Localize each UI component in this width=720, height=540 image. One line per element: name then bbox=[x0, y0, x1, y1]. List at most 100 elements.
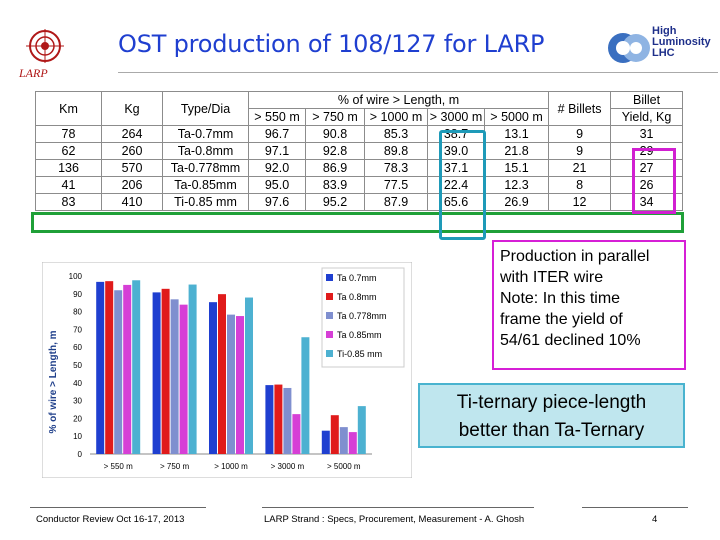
header-wire-length: % of wire > Length, m bbox=[247, 91, 550, 109]
cell-type: Ti-0.85 mm bbox=[162, 193, 249, 211]
cell-type: Ta-0.778mm bbox=[162, 159, 249, 177]
legend-label: Ta 0.8mm bbox=[337, 292, 377, 302]
cell-billets: 9 bbox=[548, 125, 612, 143]
cell-kg: 410 bbox=[101, 193, 163, 211]
bar bbox=[218, 294, 226, 454]
ti-row-highlight bbox=[31, 212, 684, 233]
x-tick-label: > 5000 m bbox=[327, 462, 361, 471]
bar bbox=[114, 290, 123, 454]
cell-yield: 31 bbox=[610, 125, 684, 143]
bar bbox=[245, 297, 253, 454]
bar bbox=[265, 385, 274, 454]
title-divider bbox=[118, 72, 718, 73]
bar bbox=[96, 281, 105, 454]
x-tick-label: > 1000 m bbox=[214, 462, 248, 471]
cell-750: 95.2 bbox=[305, 193, 365, 211]
bar bbox=[227, 314, 235, 454]
table-row: 41 206 Ta-0.85mm 95.0 83.9 77.5 22.4 12.… bbox=[35, 176, 684, 194]
legend-label: Ta 0.778mm bbox=[337, 311, 387, 321]
cell-billets: 21 bbox=[548, 159, 612, 177]
y-tick-label: 20 bbox=[73, 414, 82, 423]
bar bbox=[152, 292, 161, 454]
cell-kg: 206 bbox=[101, 176, 163, 194]
bar bbox=[339, 427, 348, 454]
note-line: Production in parallel bbox=[500, 248, 650, 265]
bar bbox=[301, 337, 310, 454]
hl-lhc-logo-text: High Luminosity LHC bbox=[652, 25, 711, 59]
cell-1000: 78.3 bbox=[364, 159, 428, 177]
legend-box bbox=[321, 267, 405, 368]
legend-label: Ta 0.7mm bbox=[337, 273, 377, 283]
header-kg: Kg bbox=[101, 91, 163, 126]
cell-kg: 260 bbox=[101, 142, 163, 160]
cell-billets: 8 bbox=[548, 176, 612, 194]
table-row: 83 410 Ti-0.85 mm 97.6 95.2 87.9 65.6 26… bbox=[35, 193, 684, 211]
cell-km: 62 bbox=[35, 142, 102, 160]
y-tick-label: 100 bbox=[69, 272, 83, 281]
bar bbox=[283, 387, 292, 454]
bar bbox=[292, 414, 301, 454]
cell-km: 41 bbox=[35, 176, 102, 194]
cell-type: Ta-0.85mm bbox=[162, 176, 249, 194]
footer-divider bbox=[30, 507, 206, 508]
table-row: 78 264 Ta-0.7mm 96.7 90.8 85.3 38.7 13.1… bbox=[35, 125, 684, 143]
wire-length-bar-chart: % of wire > Length, m 0 10 20 30 40 50 60 70 80 9… bbox=[42, 262, 412, 478]
bar bbox=[188, 284, 197, 454]
footer-divider bbox=[262, 507, 534, 508]
bar bbox=[179, 304, 188, 454]
legend-swatch bbox=[326, 350, 333, 357]
cell-1000: 87.9 bbox=[364, 193, 428, 211]
cell-550: 96.7 bbox=[248, 125, 306, 143]
cell-yield: 34 bbox=[610, 193, 684, 211]
cell-1000: 89.8 bbox=[364, 142, 428, 160]
cell-km: 136 bbox=[35, 159, 102, 177]
y-tick-label: 80 bbox=[73, 308, 82, 317]
cell-kg: 570 bbox=[101, 159, 163, 177]
cell-kg: 264 bbox=[101, 125, 163, 143]
note-line: with ITER wire bbox=[500, 269, 604, 286]
header-yield: Yield, Kg bbox=[610, 108, 684, 126]
cell-5000: 21.8 bbox=[483, 142, 550, 160]
y-tick-label: 10 bbox=[73, 432, 82, 441]
production-note: Production in parallel with ITER wire No… bbox=[492, 240, 686, 370]
bar bbox=[123, 284, 132, 454]
cell-550: 97.6 bbox=[248, 193, 306, 211]
cell-5000: 12.3 bbox=[483, 176, 550, 194]
note-line: 54/61 declined 10% bbox=[500, 332, 641, 349]
hl-lhc-logo-icon bbox=[608, 33, 650, 63]
legend-swatch bbox=[326, 293, 333, 300]
page-number: 4 bbox=[652, 514, 658, 525]
footer-talk-title: LARP Strand : Specs, Procurement, Measur… bbox=[264, 514, 525, 525]
header-5000: > 5000 m bbox=[483, 108, 550, 126]
cell-750: 92.8 bbox=[305, 142, 365, 160]
larp-logo-text: LARP bbox=[19, 66, 48, 80]
y-tick-label: 30 bbox=[73, 397, 82, 406]
cell-1000: 77.5 bbox=[364, 176, 428, 194]
comparison-callout: Ti-ternary piece-length better than Ta-T… bbox=[418, 383, 685, 448]
bar bbox=[330, 415, 339, 454]
table-header-row-1: Km Kg Type/Dia % of wire > Length, m # B… bbox=[35, 91, 684, 126]
bar bbox=[170, 299, 179, 454]
bar bbox=[357, 406, 366, 454]
cell-5000: 26.9 bbox=[483, 193, 550, 211]
header-km: Km bbox=[35, 91, 102, 126]
cell-550: 92.0 bbox=[248, 159, 306, 177]
legend-swatch bbox=[326, 331, 333, 338]
callout-line: Ti-ternary piece-length bbox=[456, 392, 647, 413]
header-billet: Billet bbox=[610, 91, 684, 109]
table-row: 62 260 Ta-0.8mm 97.1 92.8 89.8 39.0 21.8… bbox=[35, 142, 684, 160]
bar bbox=[236, 316, 244, 454]
header-1000: > 1000 m bbox=[364, 108, 428, 126]
cell-type: Ta-0.7mm bbox=[162, 125, 249, 143]
header-550: > 550 m bbox=[248, 108, 306, 126]
header-type: Type/Dia bbox=[162, 91, 249, 126]
legend-swatch bbox=[326, 274, 333, 281]
cell-km: 78 bbox=[35, 125, 102, 143]
cell-km: 83 bbox=[35, 193, 102, 211]
slide-title: OST production of 108/127 for LARP bbox=[118, 30, 545, 58]
table-header-row-2: > 550 m > 750 m > 1000 m > 3000 m > 5000… bbox=[36, 108, 684, 126]
header-billets: # Billets bbox=[548, 91, 612, 126]
y-tick-label: 90 bbox=[73, 290, 82, 299]
footer-divider bbox=[582, 507, 688, 508]
bar bbox=[161, 288, 170, 454]
